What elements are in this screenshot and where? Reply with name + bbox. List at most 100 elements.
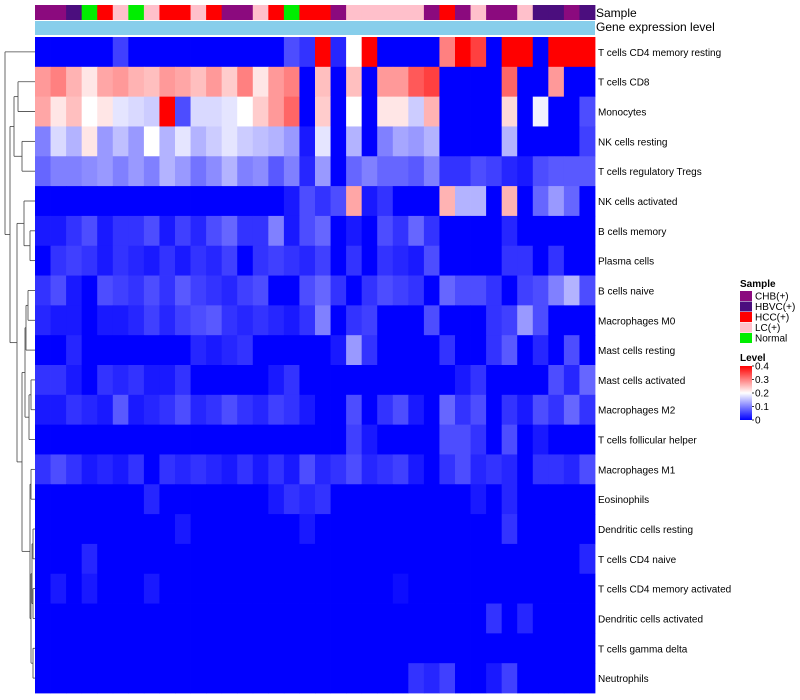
heatmap-cell [221,633,238,664]
heatmap-cell [486,215,503,247]
heatmap-cell [81,573,98,604]
heatmap-cell [470,275,487,306]
heatmap-cell [486,394,503,426]
heatmap-cell [579,96,596,127]
heatmap-cell [112,543,129,575]
heatmap-cell [548,335,565,366]
heatmap-cell [143,156,160,187]
heatmap-cell [315,37,331,68]
heatmap-cell [517,126,534,157]
legend-level-tick-label: 0.2 [755,389,769,400]
heatmap-cell [377,454,394,485]
heatmap-cell [283,156,300,187]
heatmap-cell [128,215,145,247]
heatmap-cell [361,335,378,366]
heatmap-cell [97,156,114,187]
heatmap-cell [128,126,145,157]
heatmap-cell [486,186,503,217]
heatmap-cell [392,454,409,485]
heatmap-cell [128,484,145,515]
heatmap-cell [501,543,518,575]
heatmap-cell [252,335,269,366]
heatmap-cell [237,37,254,68]
heatmap-cell [517,186,534,217]
heatmap-cell [299,573,316,604]
heatmap-cell [221,156,238,187]
heatmap-cell [66,156,83,187]
heatmap-cell [439,484,456,515]
heatmap-cell [299,275,316,306]
heatmap-cell [81,663,98,694]
heatmap-cell [128,66,145,98]
heatmap-cell [190,275,207,306]
heatmap-cell [330,275,347,306]
heatmap-cell [97,305,114,336]
heatmap-cell [128,305,145,336]
heatmap-cell [128,96,145,127]
heatmap-cell [579,66,596,98]
heatmap-cell [501,365,518,396]
heatmap-cell [299,335,316,366]
heatmap-cell [237,633,254,664]
heatmap-cell [408,37,425,68]
sample-annotation-cell [283,5,300,20]
heatmap-cell [128,663,145,694]
heatmap-cell [175,66,191,98]
heatmap-cell [392,424,409,455]
heatmap-cell [392,275,409,306]
heatmap-cell [392,663,409,694]
heatmap-cell [501,335,518,366]
heatmap-cell [486,663,503,694]
heatmap-cell [392,484,409,515]
heatmap-cell [237,126,254,157]
heatmap-cell [159,335,176,366]
heatmap-cell [221,126,238,157]
heatmap-cell [501,156,518,187]
heatmap-cell [361,394,378,426]
heatmap-cell [190,514,207,545]
heatmap-cell [268,96,285,127]
heatmap-cell [315,365,331,396]
heatmap-cell [346,514,363,545]
heatmap-cell [423,126,440,157]
heatmap-cell [66,335,83,366]
heatmap-cell [66,603,83,634]
heatmap-cell [252,543,269,575]
heatmap-cell [143,305,160,336]
heatmap-cell [81,394,98,426]
heatmap-cell [268,573,285,604]
heatmap-cell [563,305,580,336]
heatmap-cell [548,603,565,634]
heatmap-cell [112,305,129,336]
heatmap-cell [299,394,316,426]
heatmap-cell [408,484,425,515]
heatmap-cell [252,573,269,604]
heatmap-cell [439,573,456,604]
heatmap-cell [175,573,191,604]
heatmap-cell [408,156,425,187]
heatmap-cell [50,305,67,336]
heatmap-cell [439,335,456,366]
heatmap-cell [159,126,176,157]
legend-sample-label: HCC(+) [755,313,789,324]
heatmap-cell [237,394,254,426]
heatmap-cell [330,454,347,485]
heatmap-cell [97,424,114,455]
heatmap-cell [237,603,254,634]
heatmap-cell [579,245,596,276]
heatmap-cell [439,424,456,455]
heatmap-cell [221,514,238,545]
heatmap-cell [299,37,316,68]
heatmap-cell [221,66,238,98]
heatmap-cell [346,96,363,127]
heatmap-cell [330,394,347,426]
heatmap-cell [190,394,207,426]
heatmap-cell [81,66,98,98]
heatmap-cell [408,663,425,694]
heatmap-cell [439,126,456,157]
heatmap-cell [346,424,363,455]
heatmap-cell [221,96,238,127]
heatmap-cell [66,245,83,276]
heatmap-cell [35,126,51,157]
heatmap-cell [361,245,378,276]
